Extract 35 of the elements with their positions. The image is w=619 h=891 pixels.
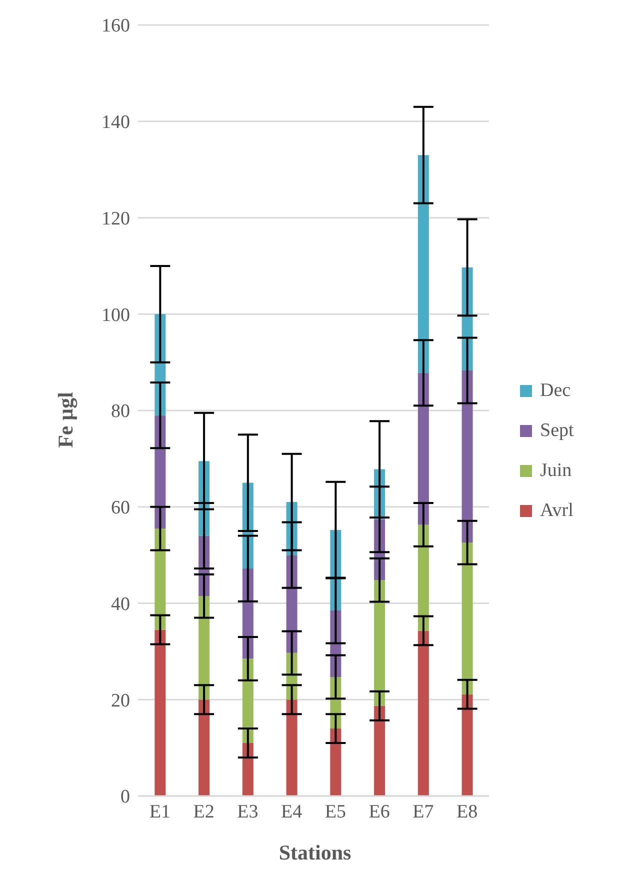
x-tick-label: E6 — [368, 801, 390, 822]
x-tick-label: E3 — [237, 801, 258, 822]
x-tick-label: E5 — [324, 801, 346, 822]
y-tick-label: 40 — [111, 594, 130, 615]
x-tick-label: E2 — [193, 801, 214, 822]
bar — [154, 630, 166, 796]
y-tick-label: 160 — [102, 16, 130, 37]
bar — [462, 542, 473, 694]
x-axis-title: Stations — [278, 840, 352, 866]
bar — [330, 728, 342, 796]
legend-label: Dec — [540, 380, 571, 402]
bar — [462, 370, 473, 543]
y-tick-label: 100 — [102, 304, 130, 326]
y-tick-label: 20 — [111, 690, 130, 712]
legend-label: Avrl — [540, 500, 574, 522]
y-tick-label: 140 — [102, 112, 130, 134]
y-axis-title: Fe µgl — [54, 392, 78, 448]
x-tick-label: E7 — [412, 801, 434, 822]
y-tick-label: 0 — [120, 786, 130, 808]
bar — [198, 700, 210, 796]
y-tick-label: 120 — [102, 208, 130, 230]
bar — [418, 630, 429, 796]
x-tick-label: E1 — [149, 801, 170, 822]
y-tick-label: 80 — [111, 401, 130, 422]
y-tick-label: 60 — [111, 498, 130, 519]
legend-label: Juin — [540, 460, 572, 482]
legend-label: Sept — [540, 420, 574, 442]
x-tick-label: E4 — [281, 801, 303, 822]
bar — [418, 155, 429, 373]
bar — [374, 706, 386, 796]
bar — [462, 694, 473, 796]
bar — [286, 700, 298, 796]
bar — [242, 742, 254, 796]
bar — [374, 580, 386, 706]
x-tick-label: E8 — [456, 801, 478, 822]
